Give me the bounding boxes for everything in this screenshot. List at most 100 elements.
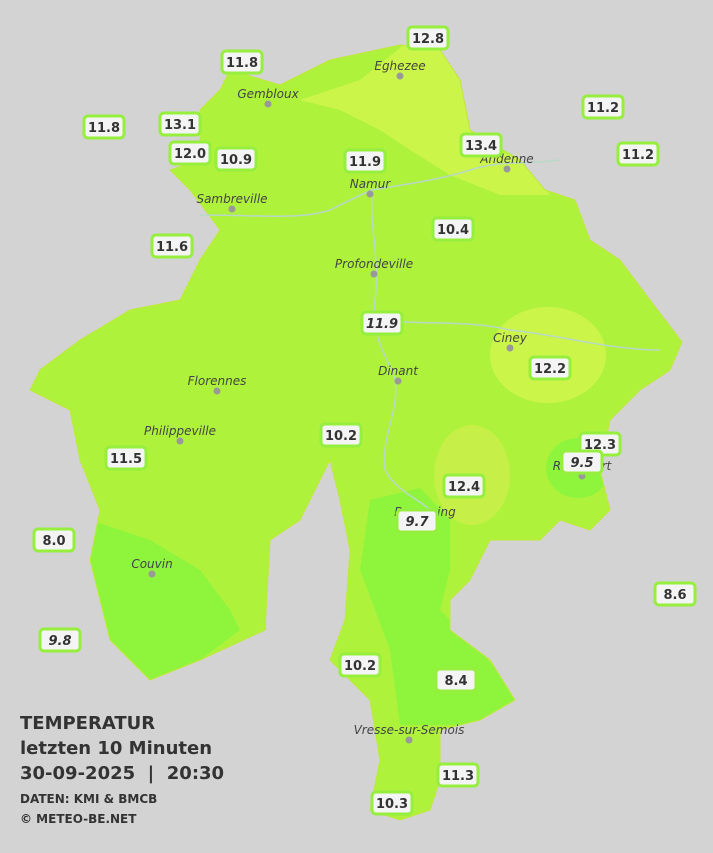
station: 12.2 [528, 355, 572, 381]
station-box [560, 449, 604, 475]
station-box [343, 148, 387, 174]
station: 11.2 [581, 94, 625, 120]
station-value: 9.5 [570, 456, 593, 471]
city-dot [405, 736, 413, 744]
station-value: 9.8 [48, 634, 71, 649]
station-box [434, 667, 478, 693]
station: 9.7 [395, 508, 439, 534]
station-box [319, 422, 363, 448]
station-value: 12.3 [584, 438, 616, 453]
station: 11.5 [104, 445, 148, 471]
station-value: 13.4 [465, 139, 497, 154]
station-box [360, 310, 404, 336]
station-box [82, 114, 126, 140]
city-label: Eghezee [374, 59, 425, 73]
station-box [214, 146, 258, 172]
city-label: Vresse-sur-Semois [354, 723, 465, 737]
city-label: Dinant [378, 364, 419, 378]
river [199, 159, 661, 511]
station-value: 12.2 [534, 362, 566, 377]
station-value: 10.3 [376, 797, 408, 812]
station-value: 12.0 [174, 147, 206, 162]
city-dot [396, 72, 404, 80]
station-box [104, 445, 148, 471]
station-value: 11.6 [156, 240, 188, 255]
station-value: 11.8 [226, 56, 258, 71]
station: 11.8 [82, 114, 126, 140]
station: 11.9 [360, 310, 404, 336]
station-value: 9.7 [405, 515, 429, 530]
station: 10.2 [319, 422, 363, 448]
station-box [528, 355, 572, 381]
station: 11.9 [343, 148, 387, 174]
station: 11.2 [616, 141, 660, 167]
station-box [436, 762, 480, 788]
station-value: 12.8 [412, 32, 444, 47]
station: 10.3 [370, 790, 414, 816]
legend-source: DATEN: KMI & BMCB [20, 792, 157, 806]
station: 12.4 [442, 473, 486, 499]
station-box [338, 652, 382, 678]
station-box [150, 233, 194, 259]
station-value: 10.2 [325, 429, 357, 444]
station: 13.4 [459, 132, 503, 158]
station-value: 12.4 [448, 480, 480, 495]
station-box [616, 141, 660, 167]
legend-datetime: 30-09-2025 | 20:30 [20, 763, 224, 784]
labels: EghezeeGemblouxAndenneNamurSambrevillePr… [32, 25, 697, 816]
station-value: 11.5 [110, 452, 142, 467]
city-dot [213, 387, 221, 395]
station: 9.5 [560, 449, 604, 475]
station-value: 8.6 [663, 588, 686, 603]
station: 8.0 [32, 527, 76, 553]
station-box [32, 527, 76, 553]
station: 13.1 [158, 111, 202, 137]
zone-cool [360, 488, 520, 725]
city-label: Ciney [493, 331, 528, 345]
zone-cool [90, 520, 240, 690]
station-value: 11.9 [366, 317, 398, 332]
legend: TEMPERATUR letzten 10 Minuten 30-09-2025… [20, 713, 224, 826]
city-dot [228, 205, 236, 213]
station-box [442, 473, 486, 499]
station: 11.8 [220, 49, 264, 75]
station: 12.0 [168, 140, 212, 166]
station-box [168, 140, 212, 166]
city-dot [366, 190, 374, 198]
station: 11.6 [150, 233, 194, 259]
city-label: Profondeville [335, 257, 413, 271]
station: 10.2 [338, 652, 382, 678]
legend-subtitle: letzten 10 Minuten [20, 738, 212, 759]
station-box [370, 790, 414, 816]
station-value: 11.9 [349, 155, 381, 170]
city-label: Florennes [188, 374, 247, 388]
station-value: 8.0 [42, 534, 65, 549]
station-value: 10.2 [344, 659, 376, 674]
city-label: Couvin [131, 557, 172, 571]
city-dot [503, 165, 511, 173]
city-dot [506, 344, 514, 352]
legend-copyright: © METEO-BE.NET [20, 812, 137, 826]
station-value: 11.2 [587, 101, 619, 116]
station-value: 11.8 [88, 121, 120, 136]
legend-title: TEMPERATUR [20, 713, 155, 734]
station: 12.8 [406, 25, 450, 51]
city-dot [264, 100, 272, 108]
station-box [158, 111, 202, 137]
station-box [581, 94, 625, 120]
station-value: 10.4 [437, 223, 469, 238]
zone-warm [490, 307, 606, 403]
station-box [395, 508, 439, 534]
station-box [38, 627, 82, 653]
station-value: 10.9 [220, 153, 252, 168]
station-value: 8.4 [444, 674, 467, 689]
station: 10.9 [214, 146, 258, 172]
station-box [431, 216, 475, 242]
station-value: 11.3 [442, 769, 474, 784]
city-dot [394, 377, 402, 385]
station-box [406, 25, 450, 51]
station: 8.4 [434, 667, 478, 693]
station: 11.3 [436, 762, 480, 788]
city-label: Gembloux [237, 87, 299, 101]
